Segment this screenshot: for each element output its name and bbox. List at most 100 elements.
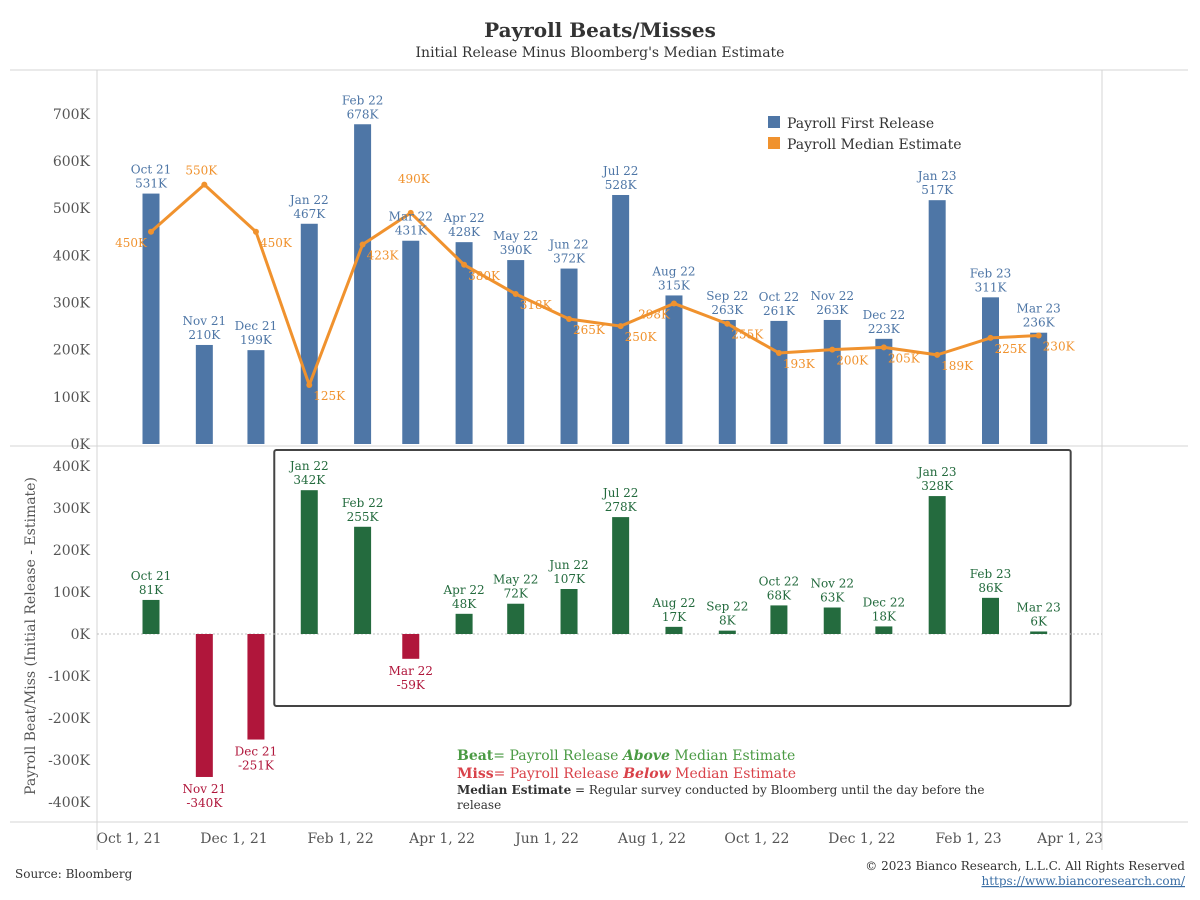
chart-title: Payroll Beats/Misses — [484, 18, 716, 42]
beat-bar — [142, 599, 160, 634]
website-link[interactable]: https://www.biancoresearch.com/ — [981, 874, 1185, 888]
copyright: © 2023 Bianco Research, L.L.C. All Right… — [865, 859, 1185, 873]
release-value-label: 199K — [240, 333, 273, 347]
top-y-tick-label: 200K — [53, 343, 91, 359]
miss-note-emph: Below — [622, 766, 671, 782]
release-month-label: Nov 22 — [810, 289, 854, 303]
beat-miss-value-label: 278K — [605, 500, 638, 514]
beat-miss-value-label: 17K — [662, 610, 687, 624]
source-note: Source: Bloomberg — [15, 867, 133, 881]
beat-miss-value-label: 18K — [872, 609, 897, 623]
beat-miss-value-label: 8K — [719, 614, 737, 628]
beat-bar — [823, 607, 841, 634]
beat-miss-month-label: Oct 21 — [131, 569, 171, 583]
estimate-value-label: 250K — [625, 330, 658, 344]
legend-swatch-estimate — [768, 137, 780, 149]
estimate-value-label: 318K — [520, 298, 553, 312]
miss-bar — [402, 634, 420, 659]
estimate-point — [1035, 332, 1042, 339]
release-value-label: 263K — [816, 303, 849, 317]
estimate-value-label: 450K — [115, 236, 148, 250]
estimate-point — [252, 228, 259, 235]
release-month-label: Feb 22 — [342, 93, 384, 107]
estimate-value-label: 225K — [995, 342, 1028, 356]
release-value-label: 431K — [395, 224, 428, 238]
beat-miss-value-label: -251K — [238, 759, 275, 773]
estimate-value-label: 380K — [468, 269, 501, 283]
beat-miss-month-label: Jan 23 — [916, 465, 957, 479]
release-month-label: Dec 22 — [863, 308, 906, 322]
release-month-label: Feb 23 — [970, 266, 1012, 280]
estimate-point — [407, 209, 414, 216]
x-tick-label: Aug 1, 22 — [617, 831, 686, 847]
release-bar — [300, 223, 318, 444]
release-month-label: Jan 22 — [288, 193, 329, 207]
estimate-value-label: 298K — [638, 307, 671, 321]
release-month-label: Jun 22 — [547, 238, 588, 252]
estimate-value-label: 189K — [941, 359, 974, 373]
beat-miss-month-label: Feb 22 — [342, 496, 384, 510]
beat-miss-month-label: May 22 — [493, 573, 538, 587]
estimate-point — [724, 320, 731, 327]
release-value-label: 517K — [921, 183, 954, 197]
beat-bar — [455, 613, 473, 634]
x-tick-label: Jun 1, 22 — [513, 831, 579, 847]
release-bar — [354, 124, 372, 445]
estimate-point — [880, 344, 887, 351]
top-y-tick-label: 400K — [53, 248, 91, 264]
beat-miss-month-label: Dec 21 — [235, 745, 278, 759]
release-value-label: 428K — [448, 225, 481, 239]
estimate-point — [670, 300, 677, 307]
beat-miss-value-label: 107K — [553, 572, 586, 586]
beat-miss-value-label: 255K — [347, 510, 380, 524]
beat-note-word: Beat — [457, 748, 494, 764]
legend-label-estimate: Payroll Median Estimate — [787, 137, 962, 153]
median-note: Median Estimate = Regular survey conduct… — [457, 783, 985, 797]
miss-note-word: Miss — [457, 766, 494, 782]
release-month-label: Oct 22 — [759, 290, 799, 304]
beat-miss-value-label: -59K — [397, 678, 426, 692]
release-month-label: Aug 22 — [651, 264, 695, 278]
chart-frame — [10, 69, 1188, 850]
estimate-value-label: 205K — [888, 351, 921, 365]
release-value-label: 390K — [500, 243, 533, 257]
bottom-y-axis-title: Payroll Beat/Miss (Initial Release - Est… — [23, 477, 39, 795]
bottom-y-tick-label: -300K — [48, 753, 90, 769]
estimate-point — [934, 351, 941, 358]
top-y-axis: 0K 100K 200K 300K 400K 500K 600K 700K — [53, 107, 91, 453]
beat-bar — [612, 517, 630, 634]
release-bar — [1030, 332, 1048, 444]
x-tick-label: Dec 1, 21 — [200, 831, 267, 847]
beat-bar — [875, 626, 893, 634]
beat-bar — [300, 490, 318, 634]
bottom-y-tick-label: -200K — [48, 711, 90, 727]
beat-miss-value-label: 328K — [921, 479, 954, 493]
beat-miss-month-label: Jul 22 — [601, 486, 638, 500]
x-tick-label: Apr 1, 22 — [408, 831, 475, 847]
release-bar — [560, 268, 578, 444]
estimate-point — [201, 181, 208, 188]
beat-miss-month-label: Dec 22 — [863, 595, 906, 609]
x-tick-label: Dec 1, 22 — [828, 831, 895, 847]
miss-bar — [195, 634, 213, 777]
beat-miss-month-label: Aug 22 — [651, 596, 695, 610]
beat-miss-month-label: Mar 23 — [1017, 600, 1061, 614]
estimate-value-label: 490K — [398, 172, 431, 186]
beat-miss-value-label: -340K — [186, 796, 223, 810]
beat-bar — [982, 597, 1000, 634]
release-bar — [507, 260, 525, 444]
beat-bar — [1030, 631, 1048, 634]
top-y-tick-label: 600K — [53, 154, 91, 170]
beat-miss-month-label: Nov 22 — [810, 577, 854, 591]
beat-bar — [560, 589, 578, 634]
beat-bar — [354, 526, 372, 634]
x-tick-label: Oct 1, 22 — [724, 831, 789, 847]
miss-note-pre: = Payroll Release — [494, 766, 624, 782]
bottom-y-tick-label: -400K — [48, 795, 90, 811]
bottom-y-tick-label: 200K — [53, 543, 91, 559]
bottom-y-tick-label: 400K — [53, 459, 91, 475]
release-value-label: 315K — [658, 278, 691, 292]
notes: Beat= Payroll Release Above Median Estim… — [457, 748, 985, 812]
release-value-label: 210K — [188, 328, 221, 342]
